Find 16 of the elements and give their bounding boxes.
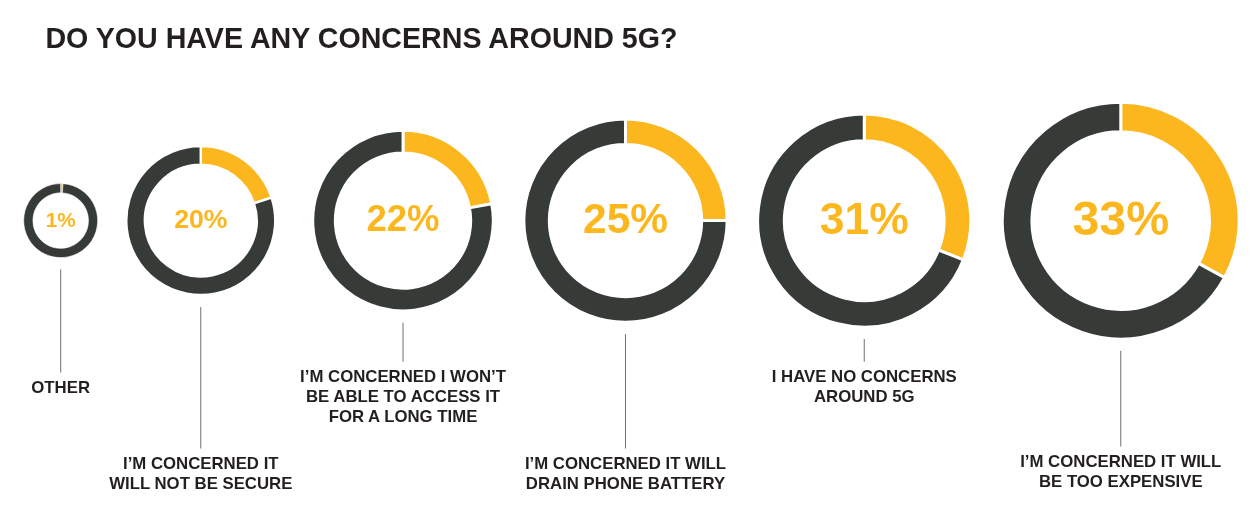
- text: DO YOU HAVE ANY CONCERNS AROUND 5G?: [45, 21, 678, 54]
- text: OTHER: [31, 378, 91, 398]
- data-label: 33%: [1072, 191, 1170, 246]
- text: I HAVE NO CONCERNS AROUND 5G: [771, 367, 957, 407]
- data-label: 25%: [583, 195, 668, 243]
- text: I’M CONCERNED IT WILL NOT BE SECURE: [109, 454, 293, 493]
- text: I’M CONCERNED IT WILL DRAIN PHONE BATTERY: [524, 454, 727, 493]
- text: I’M CONCERNED I WON’T BE ABLE TO ACCESS IT FOR A LONG TIME: [300, 367, 507, 426]
- text: I’M CONCERNED IT WILL BE TOO EXPENSIVE: [1020, 452, 1222, 491]
- data-label: 31%: [819, 194, 909, 244]
- donut-slice: [23, 183, 98, 258]
- data-label: 1%: [45, 207, 76, 231]
- data-label: 22%: [366, 198, 440, 240]
- data-label: 20%: [174, 204, 228, 235]
- donut-slice: [522, 117, 729, 324]
- donut-slice: [125, 144, 277, 297]
